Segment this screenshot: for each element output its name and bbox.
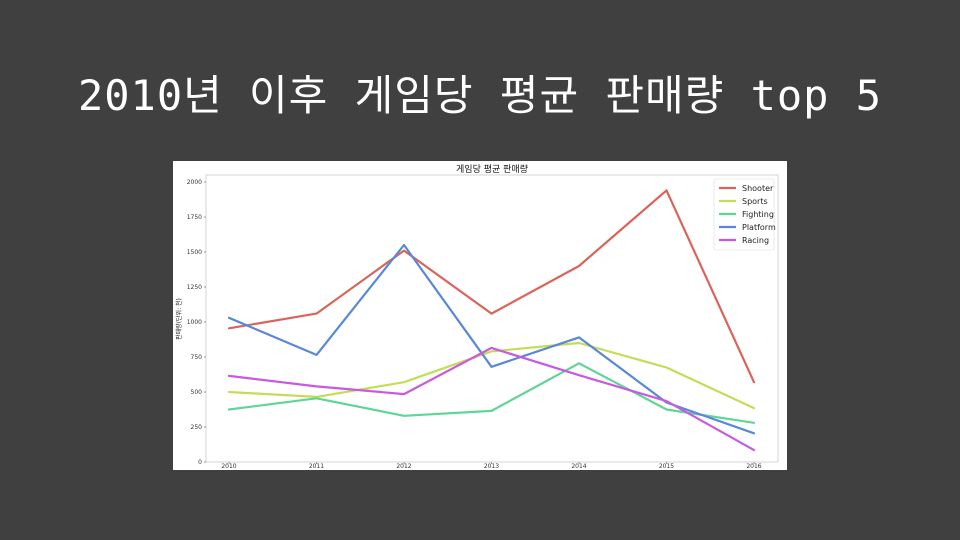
y-tick-label: 0 bbox=[198, 459, 202, 466]
series-line-sports bbox=[227, 341, 756, 410]
legend-label: Shooter bbox=[742, 184, 774, 193]
legend-label: Fighting bbox=[742, 210, 774, 219]
x-tick-label: 2015 bbox=[659, 463, 674, 470]
series-line-racing bbox=[227, 346, 756, 452]
y-tick-label: 750 bbox=[191, 354, 203, 361]
x-tick-label: 2016 bbox=[746, 463, 761, 470]
legend-box bbox=[713, 178, 775, 251]
legend-label: Racing bbox=[742, 236, 769, 245]
x-tick-label: 2013 bbox=[484, 463, 499, 470]
legend-label: Platform bbox=[742, 223, 776, 232]
legend-label: Sports bbox=[742, 197, 768, 206]
y-tick-label: 2000 bbox=[187, 179, 202, 186]
y-tick-label: 1000 bbox=[187, 319, 202, 326]
x-axis-ticks: 2010 2011 2012 2013 2014 2015 2016 bbox=[221, 462, 762, 470]
chart-title: 게임당 평균 판매량 bbox=[456, 163, 528, 175]
series-line-shooter bbox=[227, 189, 756, 384]
x-tick-label: 2012 bbox=[396, 463, 411, 470]
series-lines bbox=[227, 189, 756, 452]
series-line-fighting bbox=[227, 362, 756, 424]
x-tick-label: 2010 bbox=[221, 463, 236, 470]
chart-legend: Shooter Sports Fighting Platform Racing bbox=[713, 178, 776, 251]
y-tick-label: 1250 bbox=[187, 284, 202, 291]
y-tick-label: 500 bbox=[191, 389, 203, 396]
y-tick-label: 1750 bbox=[187, 214, 202, 221]
x-tick-label: 2014 bbox=[571, 463, 586, 470]
x-tick-label: 2011 bbox=[309, 463, 324, 470]
plot-frame bbox=[205, 174, 779, 463]
y-tick-label: 1500 bbox=[187, 249, 202, 256]
slide-title: 2010년 이후 게임당 평균 판매량 top 5 bbox=[77, 71, 883, 120]
series-line-platform bbox=[227, 243, 756, 435]
y-axis-ticks: 0 250 500 750 1000 1250 1500 1750 2000 bbox=[187, 179, 206, 466]
y-axis-label: 판매량(단위: 천) bbox=[175, 298, 183, 340]
y-tick-label: 250 bbox=[191, 424, 203, 431]
chart-panel: 게임당 평균 판매량 판매량(단위: 천) 0 250 500 750 1000 1250… bbox=[173, 161, 787, 470]
line-chart: 게임당 평균 판매량 판매량(단위: 천) 0 250 500 750 1000 1250… bbox=[175, 163, 779, 470]
